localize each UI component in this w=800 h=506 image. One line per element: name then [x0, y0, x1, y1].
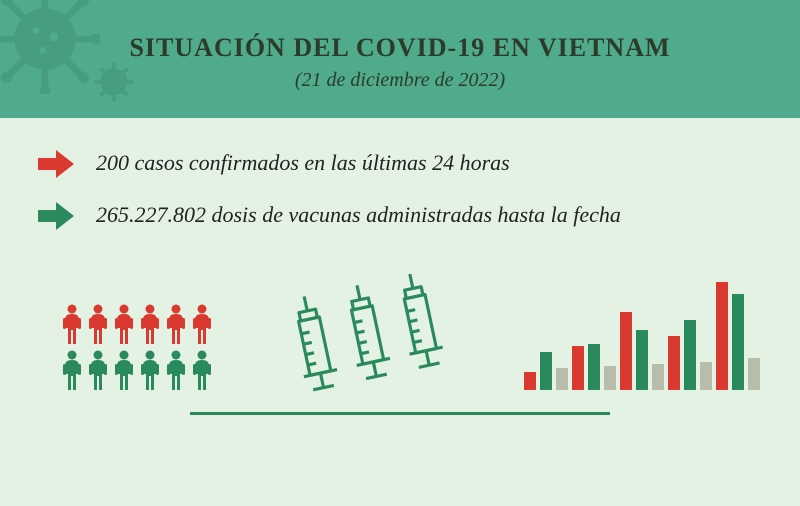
people-row: [62, 304, 212, 344]
stat-text: 265.227.802 dosis de vacunas administrad…: [96, 200, 621, 230]
bar: [636, 330, 648, 390]
bar: [524, 372, 536, 390]
stat-doses: 265.227.802 dosis de vacunas administrad…: [38, 200, 730, 230]
bar: [652, 364, 664, 390]
person-icon: [114, 304, 134, 344]
bar: [748, 358, 760, 390]
virus-icon: [0, 0, 100, 94]
bar: [684, 320, 696, 390]
person-icon: [166, 304, 186, 344]
bar: [700, 362, 712, 390]
person-icon: [192, 304, 212, 344]
person-icon: [140, 304, 160, 344]
virus-icon: [90, 58, 138, 106]
syringes-graphic: [279, 269, 458, 406]
person-icon: [62, 350, 82, 390]
arrow-icon: [38, 202, 74, 230]
divider-line: [190, 412, 610, 415]
page-date: (21 de diciembre de 2022): [295, 69, 505, 92]
bar: [668, 336, 680, 390]
person-icon: [166, 350, 186, 390]
people-row: [62, 350, 212, 390]
people-graphic: [62, 304, 212, 390]
bar: [572, 346, 584, 390]
person-icon: [88, 350, 108, 390]
bar: [540, 352, 552, 390]
bar: [556, 368, 568, 390]
stat-text: 200 casos confirmados en las últimas 24 …: [96, 148, 510, 178]
person-icon: [192, 350, 212, 390]
bar: [620, 312, 632, 390]
bar-chart: [524, 270, 760, 390]
person-icon: [88, 304, 108, 344]
stat-cases: 200 casos confirmados en las últimas 24 …: [38, 148, 730, 178]
page-title: SITUACIÓN DEL COVID-19 EN VIETNAM: [129, 33, 670, 63]
person-icon: [140, 350, 160, 390]
bar: [604, 366, 616, 390]
graphics-row: [0, 252, 800, 390]
header-banner: SITUACIÓN DEL COVID-19 EN VIETNAM (21 de…: [0, 0, 800, 118]
bar: [716, 282, 728, 390]
stats-section: 200 casos confirmados en las últimas 24 …: [0, 118, 800, 230]
arrow-icon: [38, 150, 74, 178]
person-icon: [62, 304, 82, 344]
bar: [588, 344, 600, 390]
person-icon: [114, 350, 134, 390]
bar: [732, 294, 744, 390]
